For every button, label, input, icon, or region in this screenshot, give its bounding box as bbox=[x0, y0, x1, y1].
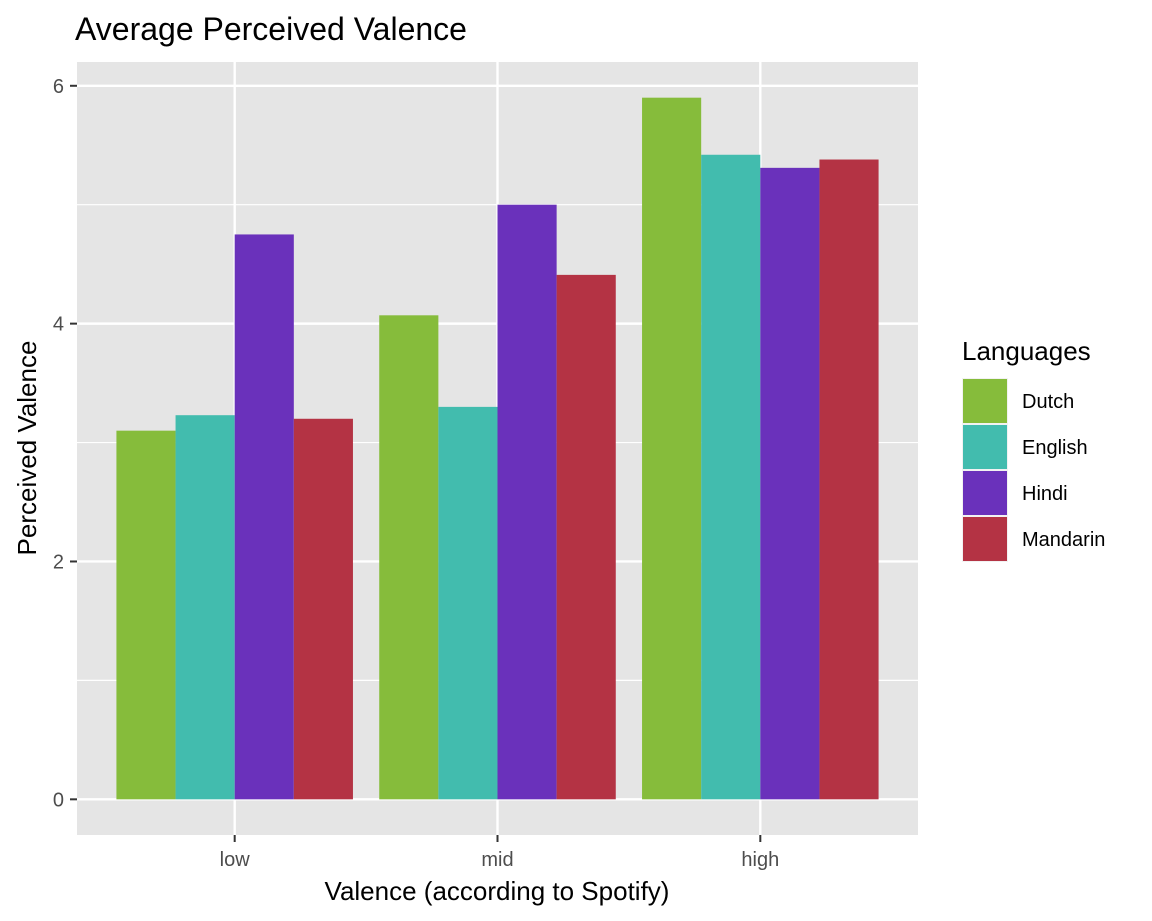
bar-high-english bbox=[701, 154, 761, 800]
y-tick-label: 0 bbox=[53, 789, 64, 811]
bar-low-hindi bbox=[234, 234, 294, 800]
y-axis-title: Perceived Valence bbox=[12, 341, 42, 556]
bar-low-mandarin bbox=[293, 418, 353, 800]
legend-label-dutch: Dutch bbox=[1022, 391, 1074, 413]
bar-low-dutch bbox=[116, 430, 176, 800]
legend-swatch-dutch bbox=[963, 379, 1007, 423]
bar-high-mandarin bbox=[819, 159, 879, 800]
x-tick-label: low bbox=[220, 849, 251, 871]
y-tick-label: 2 bbox=[53, 551, 64, 573]
legend-swatch-english bbox=[963, 425, 1007, 469]
y-tick-label: 6 bbox=[53, 76, 64, 98]
x-axis: low mid high bbox=[220, 835, 779, 871]
x-tick-label: mid bbox=[481, 849, 513, 871]
legend: Languages Dutch English Hindi Mandarin bbox=[962, 336, 1105, 562]
bar-mid-english bbox=[438, 406, 498, 800]
x-axis-title: Valence (according to Spotify) bbox=[325, 876, 670, 906]
legend-swatch-hindi bbox=[963, 471, 1007, 515]
bar-high-dutch bbox=[642, 97, 702, 800]
legend-label-english: English bbox=[1022, 437, 1088, 459]
y-axis: 0 2 4 6 bbox=[53, 76, 77, 811]
bar-mid-mandarin bbox=[556, 274, 616, 800]
legend-label-hindi: Hindi bbox=[1022, 483, 1068, 505]
x-tick-label: high bbox=[741, 849, 779, 871]
chart-title: Average Perceived Valence bbox=[75, 11, 467, 47]
legend-swatch-mandarin bbox=[963, 517, 1007, 561]
bar-high-hindi bbox=[760, 167, 820, 800]
legend-title: Languages bbox=[962, 336, 1091, 366]
y-tick-label: 4 bbox=[53, 314, 64, 336]
legend-label-mandarin: Mandarin bbox=[1022, 529, 1105, 551]
bar-low-english bbox=[175, 415, 235, 800]
bar-mid-hindi bbox=[497, 204, 557, 800]
bar-mid-dutch bbox=[379, 315, 439, 800]
bars bbox=[116, 97, 879, 800]
